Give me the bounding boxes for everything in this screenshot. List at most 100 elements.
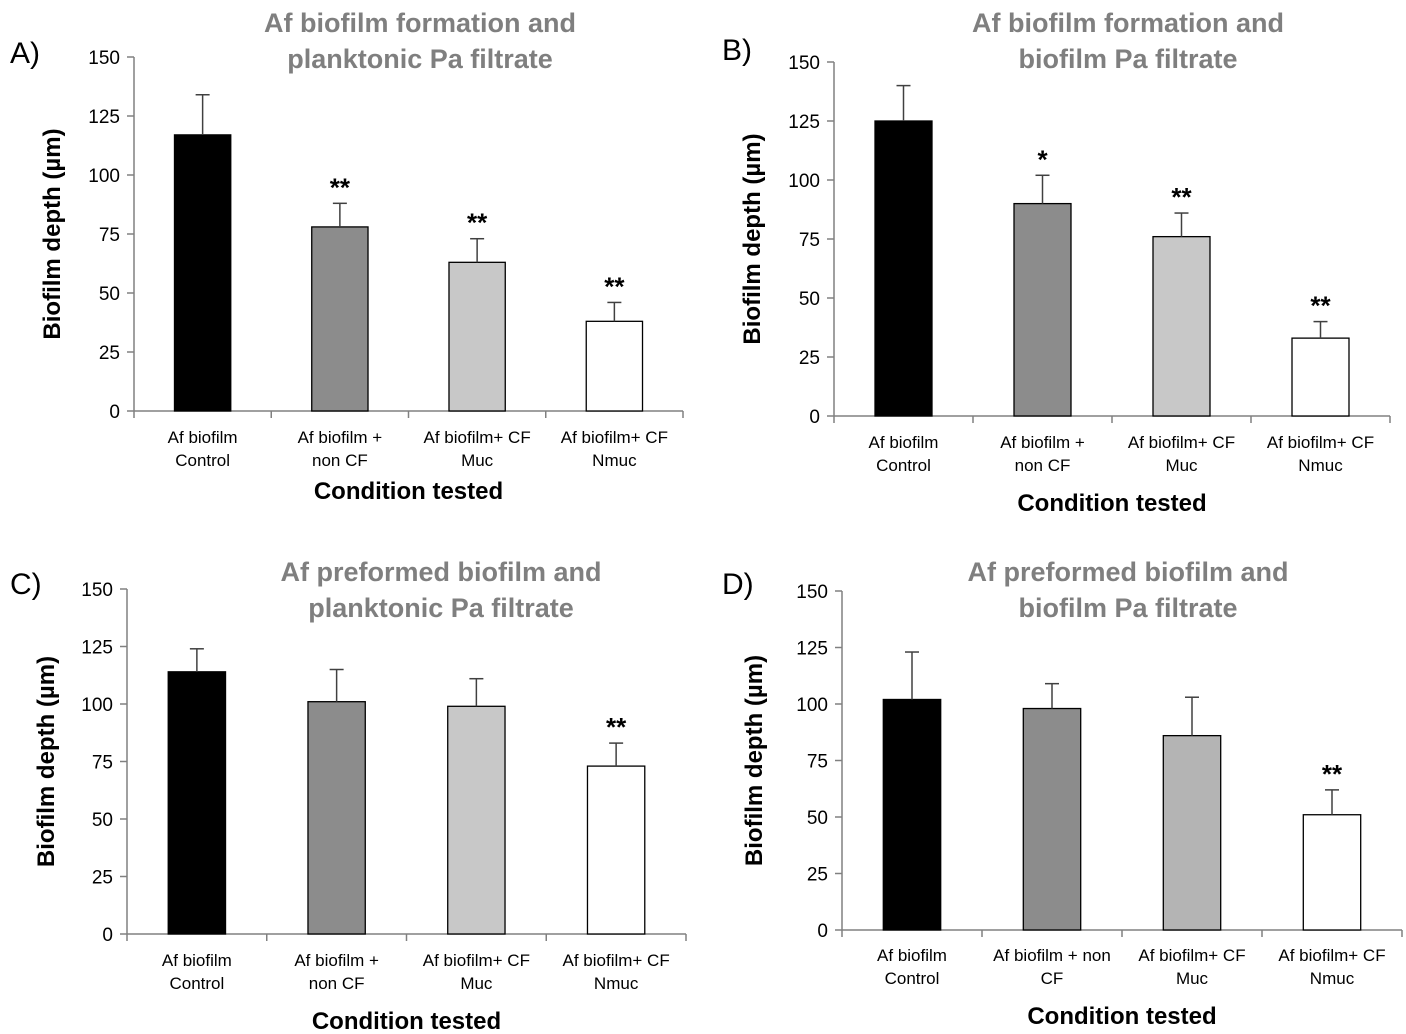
y-tick-label: 100 [796,695,828,716]
x-tick-label: Af biofilm + [1000,433,1085,452]
x-tick-label: Nmuc [1298,456,1343,475]
x-tick-label: Muc [461,451,494,470]
chart-panel-c: C) Af preformed biofilm and planktonic Pa … [10,557,687,1034]
bar-3 [448,261,506,412]
significance-marker: ** [1171,182,1192,212]
chart-title-line: biofilm Pa filtrate [1018,593,1237,623]
bar-1 [173,134,232,412]
bar-2 [1013,202,1072,417]
x-axis-title: Condition tested [312,1008,501,1034]
y-tick-label: 100 [81,695,113,716]
x-tick-label: Af biofilm+ CF [1128,433,1235,452]
y-tick-label: 100 [788,171,820,192]
x-tick-label: Control [175,451,230,470]
significance-marker: ** [606,712,627,742]
x-tick-label: Control [876,456,931,475]
x-tick-label: Control [885,969,940,988]
y-axis-title: Biofilm depth (µm) [741,655,768,866]
x-tick-label: Af biofilm+ CF [424,428,531,447]
x-tick-label: Nmuc [1310,969,1355,988]
y-tick-label: 50 [92,810,113,831]
bar-3 [447,705,506,935]
chart-title-line: biofilm Pa filtrate [1018,44,1237,74]
x-tick-label: non CF [309,974,365,993]
y-axis-title: Biofilm depth (µm) [739,133,766,344]
y-tick-label: 125 [81,638,113,659]
x-tick-label: Muc [460,974,493,993]
x-axis-title: Condition tested [1017,490,1206,517]
bar-4 [1302,814,1362,931]
bar-2 [311,226,369,412]
x-tick-label: Af biofilm + [298,428,383,447]
x-tick-label: Af biofilm [869,433,939,452]
significance-marker: ** [467,208,488,238]
x-tick-label: Muc [1165,456,1198,475]
significance-marker: * [1037,144,1048,174]
x-tick-label: Af biofilm + [294,951,379,970]
y-tick-label: 150 [788,53,820,74]
chart-title-line: Af preformed biofilm and [967,557,1288,587]
bar-1 [167,671,227,935]
y-tick-label: 0 [817,921,828,942]
bar-3 [1162,734,1222,931]
y-tick-label: 150 [796,582,828,603]
chart-title-line: Af biofilm formation and [264,8,576,38]
y-tick-label: 125 [88,107,120,128]
y-axis-title: Biofilm depth (µm) [33,656,60,867]
x-tick-label: Af biofilm [168,428,238,447]
x-tick-label: Af biofilm + non [993,946,1111,965]
x-tick-label: Af biofilm [162,951,232,970]
bar-2 [1022,707,1082,931]
y-tick-label: 75 [799,230,820,251]
y-tick-label: 75 [92,753,113,774]
x-tick-label: Af biofilm+ CF [1138,946,1245,965]
y-tick-label: 75 [99,225,120,246]
x-tick-label: Control [169,974,224,993]
bar-4 [585,320,644,412]
chart-panel-d: D) Af preformed biofilm and biofilm Pa fil… [722,557,1403,1030]
panel-letter: D) [722,568,754,601]
y-tick-label: 100 [88,166,120,187]
y-tick-label: 50 [807,808,828,829]
y-tick-label: 50 [99,284,120,305]
significance-marker: ** [1310,291,1331,321]
x-axis-title: Condition tested [314,478,503,505]
bar-4 [1291,337,1350,417]
x-tick-label: Nmuc [592,451,637,470]
x-tick-label: Af biofilm+ CF [1267,433,1374,452]
y-tick-label: 150 [81,580,113,601]
y-tick-label: 125 [788,112,820,133]
bar-1 [882,698,942,931]
y-tick-label: 75 [807,752,828,773]
x-tick-label: Nmuc [594,974,639,993]
x-tick-label: non CF [312,451,368,470]
panel-letter: C) [10,568,42,601]
bar-2 [307,701,366,935]
y-tick-label: 25 [799,348,820,369]
x-tick-label: CF [1041,969,1064,988]
x-tick-label: Af biofilm+ CF [563,951,670,970]
bar-1 [874,120,933,417]
x-tick-label: Af biofilm+ CF [561,428,668,447]
x-tick-label: Af biofilm [877,946,947,965]
bar-3 [1152,235,1211,417]
y-tick-label: 150 [88,48,120,69]
chart-panel-b: B) Af biofilm formation and biofilm Pa fil… [722,8,1391,517]
y-tick-label: 25 [92,868,113,889]
chart-title-line: Af preformed biofilm and [280,557,601,587]
bar-4 [586,765,646,935]
x-tick-label: Muc [1176,969,1209,988]
panel-letter: A) [10,37,40,70]
y-tick-label: 125 [796,639,828,660]
chart-title-line: planktonic Pa filtrate [287,44,553,74]
significance-marker: ** [1322,759,1343,789]
significance-marker: ** [604,271,625,301]
x-tick-label: Af biofilm+ CF [423,951,530,970]
y-tick-label: 0 [102,925,113,946]
panel-letter: B) [722,34,752,67]
chart-panel-a: A) Af biofilm formation and planktonic Pa … [10,8,684,505]
y-tick-label: 25 [99,343,120,364]
significance-marker: ** [330,172,351,202]
y-tick-label: 25 [807,865,828,886]
